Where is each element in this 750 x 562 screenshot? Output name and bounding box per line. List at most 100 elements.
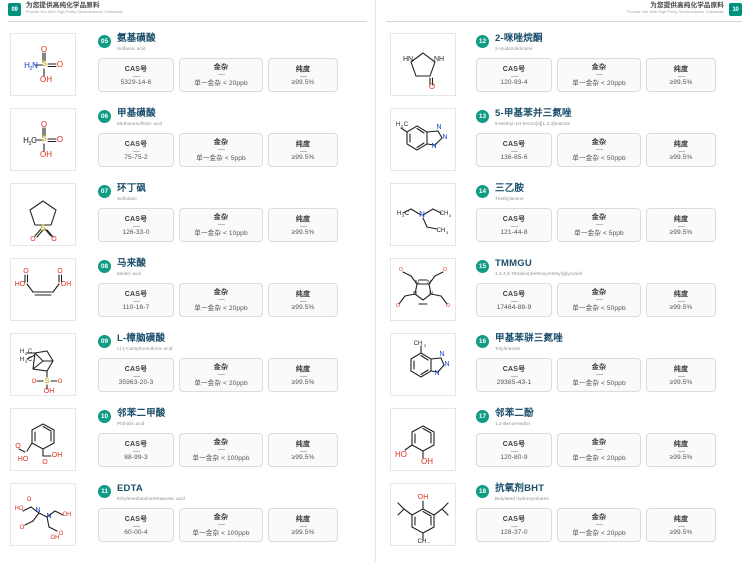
svg-text:OH: OH — [52, 452, 63, 459]
spec-divider — [595, 224, 603, 226]
product-index-badge: 16 — [476, 335, 489, 348]
spec-group: CAS号 110-16-7 金杂 单一金杂 < 20ppb 纯度 ≥99.5% — [98, 282, 369, 317]
svg-text:3: 3 — [25, 351, 28, 356]
spec-label: 纯度 — [673, 65, 689, 73]
product-name-cn: 甲基磺酸 — [117, 108, 156, 119]
spec-divider — [677, 375, 685, 377]
spec-cas: CAS号 17464-88-9 — [476, 282, 552, 317]
spec-divider — [510, 525, 518, 527]
svg-text:OH: OH — [40, 75, 52, 84]
spec-impurity: 金杂单一金杂 < 20ppb — [557, 507, 641, 542]
svg-text:N: N — [46, 513, 51, 520]
spec-divider — [677, 75, 685, 77]
spec-divider — [677, 150, 685, 152]
spec-divider — [132, 525, 140, 527]
product-index-badge: 07 — [98, 185, 111, 198]
spec-group: CAS号 121-44-8 金杂 单一金杂 < 5ppb 纯度 ≥99.5% — [476, 207, 744, 242]
spec-cas: CAS号 121-44-8 — [476, 207, 552, 242]
product-name-cn: 邻苯二酚 — [495, 408, 534, 419]
spec-value: 单一金杂 < 20ppb — [572, 530, 626, 538]
spec-divider — [677, 225, 685, 227]
product-name-en: Butylated hydroxytoluene — [495, 495, 549, 501]
product-name-cn: 抗氧剂BHT — [495, 483, 545, 494]
spec-group: CAS号 75-75-2 金杂 单一金杂 < 5ppb 纯度 ≥99.5% — [98, 132, 369, 167]
header-badge-left: 09 — [8, 3, 21, 16]
header-badge-right: 10 — [729, 3, 742, 16]
spec-label: 金杂 — [213, 439, 229, 447]
product-index-badge: 13 — [476, 110, 489, 123]
spec-divider — [677, 450, 685, 452]
spec-divider — [132, 225, 140, 227]
spec-label: 纯度 — [673, 440, 689, 448]
svg-text:H: H — [23, 136, 29, 145]
spec-label: CAS号 — [124, 365, 148, 373]
svg-text:N: N — [35, 507, 40, 514]
svg-text:S: S — [41, 134, 46, 143]
product-title: 14 三乙胺 Triethylamine — [476, 183, 744, 201]
spec-purity: 纯度 ≥99.5% — [268, 432, 338, 467]
spec-purity: 纯度 ≥99.5% — [646, 357, 716, 392]
product-name-cn: 甲基苯骈三氮唑 — [495, 333, 563, 344]
svg-text:3: 3 — [424, 343, 427, 348]
product-row: N CH 3 H 3 C CH 3 14 三乙胺 Triethylamine CAS号 121-44-8… — [376, 180, 750, 255]
product-row: S O O 07 环丁砜 Sulfolane CAS号 126-33-0 金杂 单一金杂 < 10… — [0, 180, 375, 255]
svg-text:N: N — [419, 210, 425, 219]
product-name-en: 5-Methyl-1H-benzo[d][1,2,3]triazole — [495, 120, 571, 126]
svg-text:C: C — [31, 136, 37, 145]
product-names: 氨基磺酸 Sulfamic acid — [117, 33, 156, 51]
svg-text:OH: OH — [44, 388, 55, 393]
product-row: H 3 C H 3 C S O O OH 09 L-樟脑磺酸 L(-)-Camphorsulfonic … — [0, 330, 375, 405]
spec-cas: CAS号 60-00-4 — [98, 507, 174, 542]
spec-group: CAS号 29385-43-1 金杂 单一金杂 < 50ppb 纯度 ≥99.5% — [476, 357, 744, 392]
structure-image-phthalic-acid: HO O O OH — [10, 408, 76, 471]
product-name-cn: TMMGU — [495, 258, 532, 269]
svg-text:3: 3 — [449, 213, 452, 218]
product-title: 07 环丁砜 Sulfolane — [98, 183, 369, 201]
spec-label: CAS号 — [502, 365, 526, 373]
spec-divider — [132, 75, 140, 77]
spec-divider — [510, 300, 518, 302]
spec-divider — [510, 75, 518, 77]
product-name-en: 2-Imidazolidinone — [495, 45, 533, 51]
product-names: 邻苯二甲酸 Phthalic acid — [117, 408, 166, 426]
spec-label: 金杂 — [213, 214, 229, 222]
spec-cas: CAS号 136-85-6 — [476, 132, 552, 167]
product-name-cn: L-樟脑磺酸 — [117, 333, 166, 344]
spec-impurity: 金杂 单一金杂 < 50ppb — [557, 132, 641, 167]
spec-label: 纯度 — [295, 215, 311, 223]
product-name-en: Ethylenediaminetetraacetic acid — [117, 495, 185, 501]
svg-text:S: S — [45, 378, 50, 385]
product-index-badge: 06 — [98, 110, 111, 123]
spec-group: CAS号 60-00-4 金杂 单一金杂 < 100ppb 纯度 ≥99.5% — [98, 507, 369, 542]
spec-value: 单一金杂 < 20ppb — [194, 80, 248, 88]
product-body: 07 环丁砜 Sulfolane CAS号 126-33-0 金杂 单一金杂 < 10ppb… — [76, 180, 369, 242]
spec-value: 136-85-6 — [500, 153, 528, 161]
spec-label: 金杂 — [591, 514, 607, 522]
product-name-cn: 环丁砜 — [117, 183, 147, 194]
spec-group: CAS号 136-85-6 金杂 单一金杂 < 50ppb 纯度 ≥99.5% — [476, 132, 744, 167]
product-row: HN NH O 12 2-咪唑烷酮 2-Imidazolidinone CAS号 120-93… — [376, 30, 750, 105]
product-list-right: HN NH O 12 2-咪唑烷酮 2-Imidazolidinone CAS号 120-93… — [376, 30, 750, 555]
product-title: 12 2-咪唑烷酮 2-Imidazolidinone — [476, 33, 744, 51]
spec-value: ≥99.5% — [669, 453, 693, 461]
spec-cas: CAS号 75-75-2 — [98, 132, 174, 167]
header-divider-left — [8, 21, 367, 22]
product-body: 15 TMMGU 1,3,4,6-Tetrakis(methoxymethyl)gl… — [456, 255, 744, 317]
spec-divider — [510, 225, 518, 227]
svg-text:O: O — [396, 303, 400, 309]
spec-value: 单一金杂 < 20ppb — [572, 455, 626, 463]
svg-text:O: O — [27, 497, 32, 503]
spec-label: 金杂 — [213, 514, 229, 522]
spec-label: 金杂 — [591, 64, 607, 72]
spec-divider — [299, 300, 307, 302]
spec-label: CAS号 — [124, 65, 148, 73]
spec-label: 纯度 — [295, 515, 311, 523]
svg-text:C: C — [28, 349, 33, 355]
spec-label: CAS号 — [502, 515, 526, 523]
svg-text:C: C — [405, 211, 410, 217]
spec-impurity: 金杂 单一金杂 < 50ppb — [557, 357, 641, 392]
spec-divider — [299, 75, 307, 77]
